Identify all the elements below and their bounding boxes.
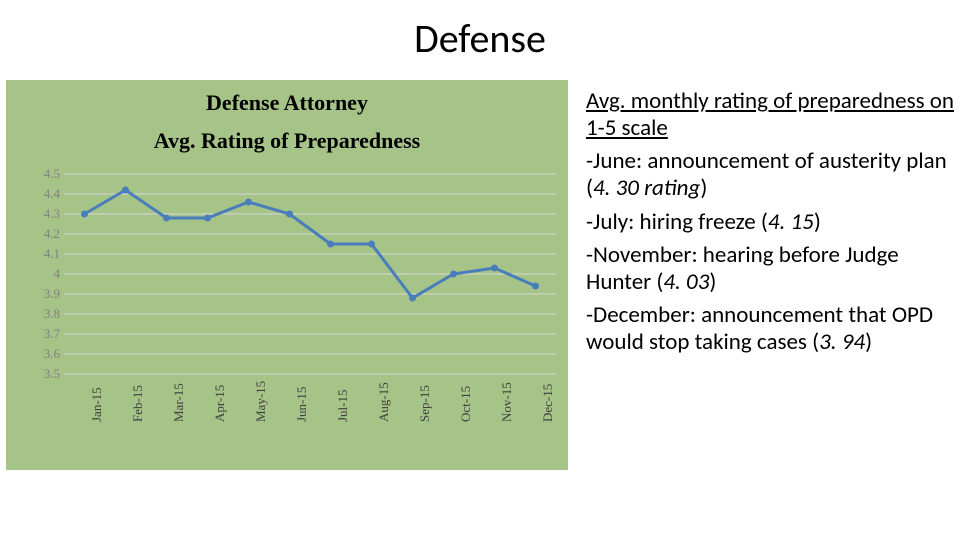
y-tick-label: 3.6 <box>20 346 60 362</box>
x-tick-label: Jul-15 <box>335 390 351 423</box>
y-tick-label: 4 <box>20 266 60 282</box>
x-tick-label: Nov-15 <box>499 382 515 422</box>
chart-title-line2: Avg. Rating of Preparedness <box>6 128 568 154</box>
annotation-bullet: -July: hiring freeze (4. 15) <box>586 209 960 236</box>
x-tick-label: Jun-15 <box>294 387 310 422</box>
x-tick-label: Oct-15 <box>458 386 474 422</box>
y-tick-label: 4.1 <box>20 246 60 262</box>
slide: Defense Defense Attorney Avg. Rating of … <box>0 0 960 540</box>
y-tick-label: 3.9 <box>20 286 60 302</box>
x-tick-label: May-15 <box>253 381 269 422</box>
slide-title: Defense <box>0 14 960 63</box>
annotation-bullet: -December: announcement that OPD would s… <box>586 302 960 356</box>
x-tick-label: Mar-15 <box>171 383 187 422</box>
y-tick-label: 3.5 <box>20 366 60 382</box>
annotation-bullet: -June: announcement of austerity plan (4… <box>586 148 960 202</box>
y-tick-label: 4.4 <box>20 186 60 202</box>
y-tick-label: 3.8 <box>20 306 60 322</box>
x-tick-label: Dec-15 <box>540 384 556 422</box>
annotation-heading: Avg. monthly rating of preparedness on 1… <box>586 88 960 142</box>
x-tick-label: Jan-15 <box>89 387 105 422</box>
x-tick-label: Aug-15 <box>376 382 392 422</box>
annotation-bullets: -June: announcement of austerity plan (4… <box>586 148 960 356</box>
y-tick-label: 4.3 <box>20 206 60 222</box>
annotation-bullet: -November: hearing before Judge Hunter (… <box>586 242 960 296</box>
chart-title-line1: Defense Attorney <box>6 90 568 116</box>
x-tick-label: Sep-15 <box>417 385 433 422</box>
plot-area <box>64 174 556 374</box>
chart-container: Defense Attorney Avg. Rating of Prepared… <box>6 80 568 470</box>
x-tick-label: Feb-15 <box>130 385 146 422</box>
y-tick-label: 4.5 <box>20 166 60 182</box>
y-tick-label: 3.7 <box>20 326 60 342</box>
x-tick-label: Apr-15 <box>212 385 228 422</box>
y-tick-label: 4.2 <box>20 226 60 242</box>
line-chart-svg <box>64 174 556 374</box>
annotation-column: Avg. monthly rating of preparedness on 1… <box>586 88 960 362</box>
